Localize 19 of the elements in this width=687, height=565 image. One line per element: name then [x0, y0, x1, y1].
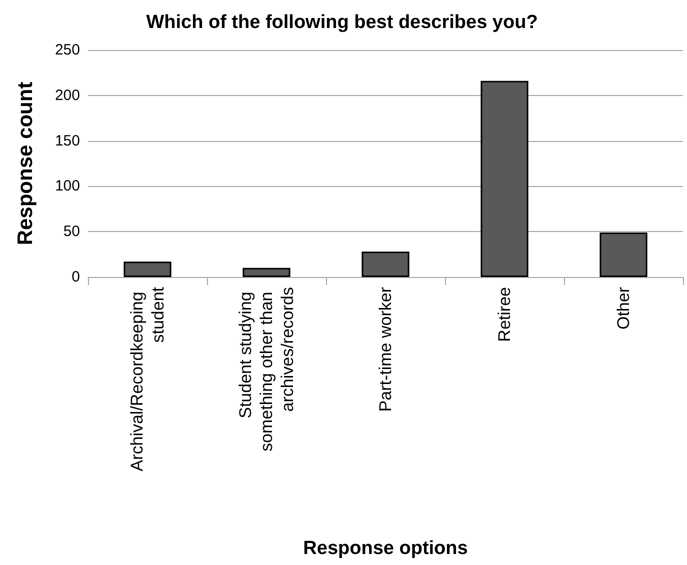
bar: [242, 268, 290, 277]
bar: [362, 252, 410, 277]
x-tick-label: Archival/Recordkeeping student: [128, 286, 168, 472]
x-tick-label: Retiree: [495, 287, 514, 342]
y-axis-title: Response count: [14, 82, 37, 246]
x-tick-label: Other: [614, 286, 633, 330]
y-tick-label: 0: [72, 268, 80, 286]
x-tick-label: Part-time worker: [376, 286, 395, 412]
bar: [600, 232, 648, 277]
x-axis-title: Response options: [303, 538, 468, 559]
y-tick-label: 50: [63, 223, 80, 240]
chart-title: Which of the following best describes you?: [146, 12, 538, 33]
y-tick-label: 150: [54, 132, 80, 150]
y-tick-label: 200: [54, 86, 80, 104]
bar: [124, 262, 172, 277]
y-tick-label: 250: [54, 42, 80, 58]
x-tick-label: Student studying something other than archives/records: [236, 287, 297, 452]
y-tick-label: 100: [54, 178, 80, 195]
bar: [480, 80, 528, 277]
